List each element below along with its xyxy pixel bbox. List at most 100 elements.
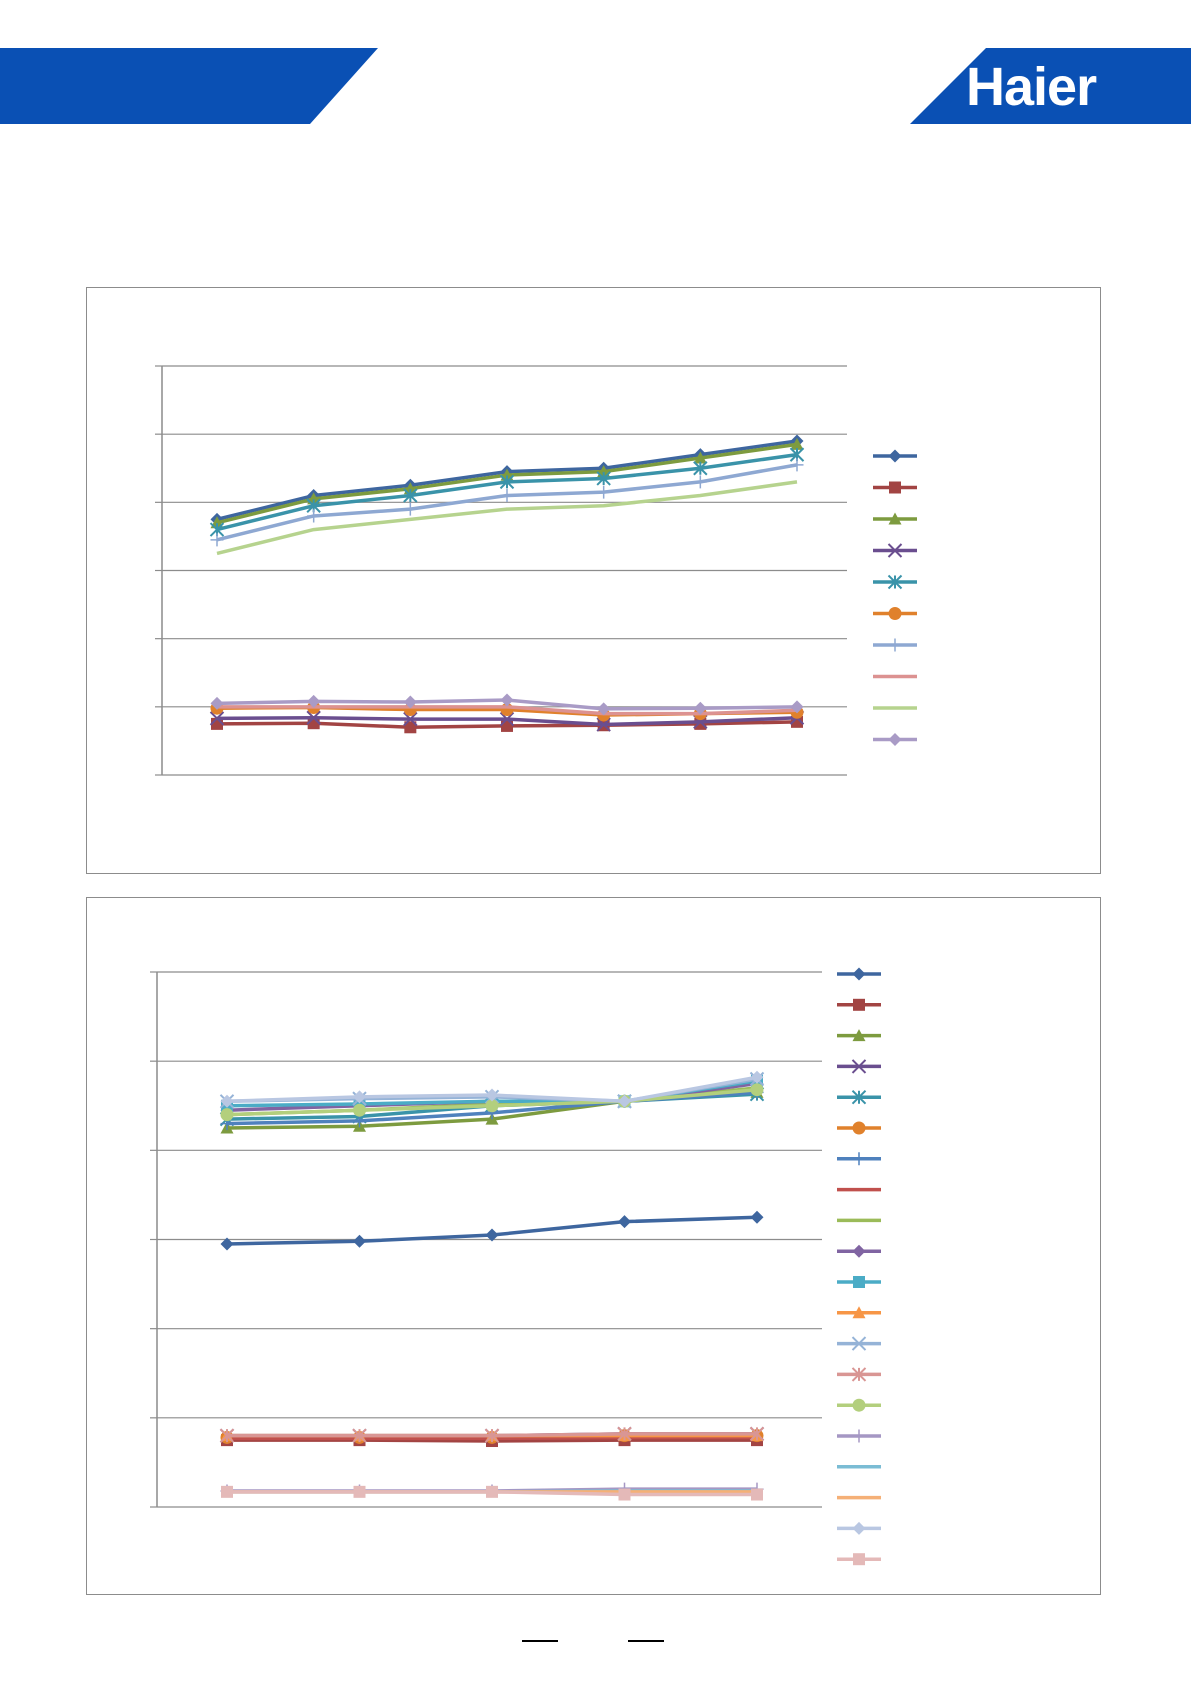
chart-2-legend-item-6	[837, 1121, 881, 1135]
chart-2-legend-marker	[853, 1553, 865, 1566]
chart-1-series-7-point	[790, 458, 804, 472]
chart-1-series-7-point	[307, 509, 321, 523]
chart-2-legend-marker	[851, 1089, 867, 1105]
chart-2-series-19-point	[353, 1090, 366, 1104]
chart-2-legend-marker	[851, 1336, 867, 1351]
chart-2-series-1-point	[485, 1228, 499, 1242]
chart-2-series-1	[220, 1210, 764, 1251]
chart-2-legend-marker	[852, 1521, 866, 1535]
chart-2-series-14-point	[617, 1426, 632, 1442]
chart-1-plot	[155, 365, 917, 776]
chart-2	[86, 897, 1101, 1595]
chart-2-legend-item-1	[837, 967, 881, 981]
chart-2-series-1-point	[353, 1234, 366, 1248]
chart-1-legend-marker	[887, 543, 903, 558]
chart-2-legend-item-10	[837, 1244, 881, 1258]
chart-2-series-19-point	[618, 1094, 631, 1108]
chart-2-series-19-point	[220, 1094, 234, 1108]
chart-1-series-7-point	[210, 533, 224, 547]
chart-2-series-20-point	[751, 1488, 763, 1501]
chart-1-legend-item-6	[873, 607, 917, 620]
chart-2-series-20-point	[486, 1485, 498, 1498]
chart-2-series-20-point	[221, 1485, 233, 1498]
chart-1-legend-item-7	[873, 638, 917, 652]
chart-2-series-14-point	[484, 1428, 500, 1443]
chart-1-series-4-point	[306, 710, 321, 725]
chart-1-series-9-line	[216, 480, 798, 556]
chart-2-legend-marker	[852, 1398, 866, 1412]
chart-2-series-14	[219, 1426, 765, 1443]
chart-1-legend-marker	[888, 449, 902, 463]
chart-2-series-20-point	[353, 1485, 366, 1498]
chart-2-legend-item-2	[837, 998, 881, 1011]
chart-1-series-5-point	[499, 474, 515, 490]
chart-2-legend-item-14	[837, 1367, 881, 1382]
chart-1-series-7-point	[500, 489, 514, 503]
chart-1-series-10-point	[307, 694, 321, 708]
chart-1-series-9	[216, 480, 798, 556]
chart-2-plot	[150, 967, 881, 1566]
chart-2-legend-marker	[852, 1244, 866, 1258]
chart-1-series-3-point	[693, 451, 707, 464]
chart-2-legend-item-7	[837, 1152, 881, 1166]
chart-2-legend-item-4	[837, 1059, 881, 1074]
chart-2-legend-item-11	[837, 1276, 881, 1288]
chart-1-series-7-point	[403, 502, 417, 516]
chart-1-legend-item-2	[873, 481, 917, 494]
chart-2-series-19-point	[750, 1070, 764, 1084]
chart-2-legend-marker	[852, 1152, 866, 1166]
chart-1-series-5-point	[693, 461, 708, 476]
chart-2-series-20	[221, 1485, 763, 1501]
chart-1-series-2-point	[404, 721, 417, 734]
chart-1-series-5-point	[596, 471, 611, 486]
chart-1-series-10-point	[210, 696, 224, 710]
chart-1-series-7-point	[693, 475, 707, 489]
chart-2-legend-marker	[852, 1121, 866, 1135]
chart-2-legend-marker	[851, 1367, 867, 1382]
chart-2-series-15-point	[485, 1099, 499, 1113]
chart-2-legend-item-5	[837, 1089, 881, 1105]
chart-1-legend-marker	[888, 512, 902, 525]
chart-1-legend-marker	[888, 607, 902, 620]
chart-2-legend-marker	[853, 1276, 865, 1288]
chart-1-series-4-point	[499, 711, 515, 727]
chart-1-legend-marker	[888, 638, 902, 652]
chart-1-series-10-point	[500, 693, 514, 707]
chart-1-series-5-point	[403, 488, 418, 503]
chart-2-series-1-point	[220, 1237, 234, 1251]
chart-2-legend-marker	[852, 1306, 866, 1319]
chart-2-legend-marker	[852, 967, 866, 981]
chart-1-series-5	[209, 447, 805, 537]
chart-2-series-15-point	[353, 1103, 366, 1117]
chart-1-series-2-point	[501, 719, 513, 732]
chart-2-legend-marker	[852, 1429, 866, 1443]
footer-rule-left	[522, 1640, 558, 1642]
chart-2-series-20-point	[618, 1488, 631, 1501]
chart-2-series-14-point	[219, 1428, 235, 1443]
chart-2-legend-item-19	[837, 1521, 881, 1535]
chart-1-legend-item-4	[873, 543, 917, 558]
chart-1-series-10	[210, 693, 804, 716]
chart-2-series-1-point	[750, 1210, 764, 1224]
chart-2-series-15-point	[220, 1108, 234, 1122]
chart-1-series-10-point	[403, 695, 417, 709]
chart-2-legend-item-13	[837, 1336, 881, 1351]
chart-2-legend-marker	[851, 1059, 867, 1074]
chart-1-legend-item-10	[873, 733, 917, 746]
chart-1-series-10-point	[693, 701, 707, 715]
chart-2-legend-marker	[853, 998, 865, 1011]
chart-2-series-14-point	[749, 1426, 765, 1442]
chart-1-series-4-point	[596, 717, 611, 732]
chart-1-series-7-point	[597, 485, 611, 499]
chart-2-series-19	[220, 1070, 764, 1108]
chart-1-series-4-point	[209, 711, 225, 726]
chart-1-legend-item-3	[873, 512, 917, 525]
chart-2-series-19-point	[485, 1088, 499, 1102]
chart-2-legend-item-3	[837, 1029, 881, 1042]
chart-2-series-1-point	[618, 1215, 631, 1229]
chart-1-series-4-point	[403, 711, 418, 727]
chart-1-legend-item-1	[873, 449, 917, 463]
chart-1-series-3-point	[790, 437, 804, 450]
chart-1	[86, 287, 1101, 874]
chart-2-series-14-point	[352, 1428, 367, 1443]
